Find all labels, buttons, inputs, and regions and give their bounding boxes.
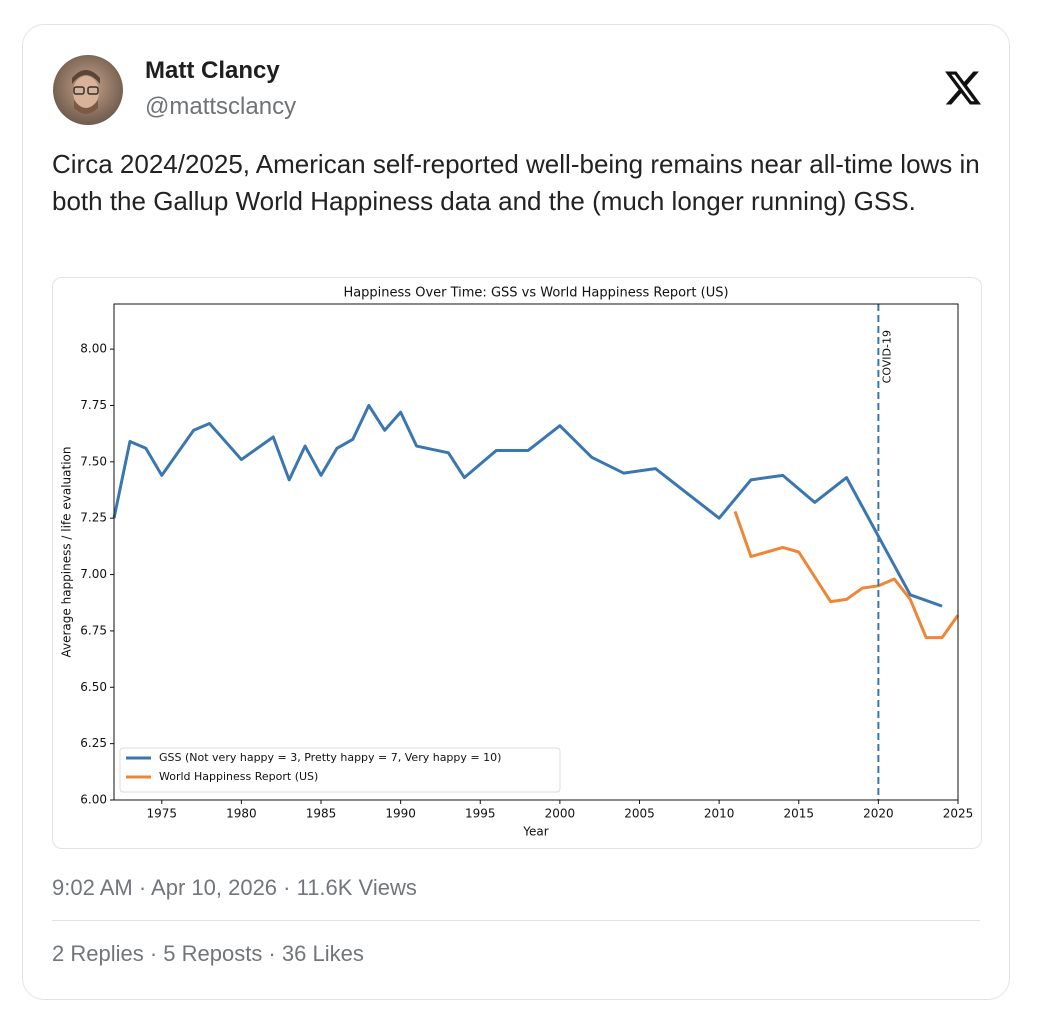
chart: Happiness Over Time: GSS vs World Happin… — [52, 277, 982, 849]
y-tick-label: 6.25 — [80, 736, 107, 750]
plot-frame — [113, 303, 959, 801]
author-name[interactable]: Matt Clancy — [145, 57, 280, 84]
y-tick-label: 6.50 — [80, 680, 107, 694]
x-tick-label: 2005 — [624, 807, 655, 821]
x-tick-label: 1995 — [465, 807, 496, 821]
x-tick-label: 2020 — [863, 807, 894, 821]
post-text: Circa 2024/2025, American self-reported … — [52, 149, 980, 216]
y-axis-label: Average happiness / life evaluation — [60, 447, 74, 658]
chart-title: Happiness Over Time: GSS vs World Happin… — [343, 286, 728, 301]
y-tick-label: 7.00 — [80, 567, 107, 581]
y-tick-label: 8.00 — [80, 342, 107, 356]
y-tick-label: 6.75 — [80, 623, 107, 637]
y-tick-label: 6.00 — [80, 793, 107, 807]
x-tick-label: 2000 — [545, 807, 576, 821]
x-logo[interactable] — [945, 71, 981, 105]
post-stats[interactable]: 2 Replies · 5 Reposts · 36 Likes — [52, 941, 364, 966]
x-tick-label: 1975 — [147, 807, 178, 821]
legend-label: GSS (Not very happy = 3, Pretty happy = … — [159, 751, 501, 764]
data-line — [733, 510, 960, 640]
x-tick-label: 1985 — [306, 807, 337, 821]
x-tick-label: 2025 — [943, 807, 974, 821]
author-handle[interactable]: @mattsclancy — [145, 93, 297, 120]
x-axis-label: Year — [522, 825, 548, 839]
data-line — [112, 403, 943, 608]
x-tick-label: 2015 — [783, 807, 814, 821]
divider — [52, 920, 980, 921]
legend-label: World Happiness Report (US) — [159, 770, 318, 783]
x-tick-label: 1980 — [226, 807, 257, 821]
y-tick-label: 7.50 — [80, 454, 107, 468]
avatar[interactable] — [52, 54, 124, 126]
y-tick-label: 7.25 — [80, 511, 107, 525]
x-tick-label: 2010 — [704, 807, 735, 821]
legend-frame — [119, 747, 561, 793]
y-tick-label: 7.75 — [80, 398, 107, 412]
x-tick-label: 1990 — [385, 807, 416, 821]
annotation-label: COVID-19 — [880, 330, 893, 383]
post-meta: 9:02 AM · Apr 10, 2026 · 11.6K Views — [52, 875, 417, 900]
post-card — [22, 24, 1010, 1000]
